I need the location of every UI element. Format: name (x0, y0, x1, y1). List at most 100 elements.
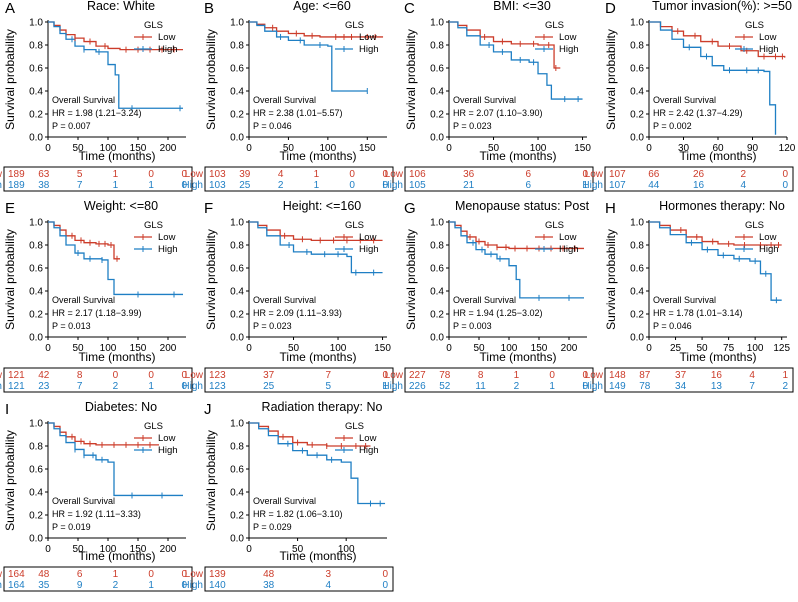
x-tick-label: 50 (288, 343, 300, 354)
risk-high-count: 25 (263, 381, 275, 392)
y-tick-label: 0.0 (430, 133, 444, 144)
risk-low-count: 0 (582, 169, 588, 180)
risk-low-count: 0 (782, 169, 788, 180)
x-axis-label: Time (months) (79, 549, 156, 563)
x-tick-label: 50 (72, 343, 84, 354)
km-panel-d: D Tumor invasion(%): >=50 Survival probabi… (582, 0, 796, 192)
panel-letter: E (5, 200, 15, 217)
x-tick-label: 30 (678, 143, 690, 154)
risk-high-count: 0 (582, 381, 588, 392)
risk-high-count: 1 (549, 381, 555, 392)
y-tick-label: 0.2 (29, 110, 43, 121)
risk-table-box (3, 566, 193, 592)
y-tick-label: 0.4 (630, 287, 644, 298)
risk-high-count: 6 (526, 180, 532, 191)
panel-letter: A (5, 0, 15, 17)
x-axis-label: Time (months) (280, 149, 357, 163)
legend-low-label: Low (158, 32, 176, 43)
risk-high-count: 9 (77, 580, 83, 591)
y-axis-label: Survival probability (3, 430, 17, 531)
high-survival-curve (249, 221, 383, 274)
risk-high-count: 16 (693, 180, 705, 191)
x-tick-label: 75 (723, 343, 735, 354)
risk-table-box (204, 566, 394, 592)
legend-high-label: High (359, 445, 379, 456)
x-tick-label: 100 (320, 143, 337, 154)
risk-table-box (3, 367, 193, 393)
y-tick-label: 0.4 (29, 87, 43, 98)
y-tick-label: 0.8 (29, 41, 43, 52)
x-tick-label: 0 (45, 343, 51, 354)
risk-low-count: 0 (349, 169, 355, 180)
y-tick-label: 0.0 (230, 333, 244, 344)
x-tick-label: 0 (646, 343, 652, 354)
legend-low-label: Low (359, 32, 377, 43)
risk-low-count: 106 (409, 169, 426, 180)
y-tick-label: 0.6 (430, 64, 444, 75)
panel-letter: D (605, 0, 616, 17)
x-tick-label: 100 (100, 343, 117, 354)
y-tick-label: 0.8 (29, 241, 43, 252)
risk-high-count: 164 (8, 580, 25, 591)
risk-low-count: 2 (740, 169, 746, 180)
low-survival-curve (48, 21, 183, 51)
risk-low-count: 1 (113, 169, 119, 180)
x-axis-label: Time (months) (480, 149, 557, 163)
y-axis-label: Survival probability (204, 29, 218, 130)
low-survival-curve (48, 422, 159, 446)
risk-high-count: 123 (209, 381, 226, 392)
risk-low-count: 37 (675, 370, 687, 381)
risk-row-label-low: Low (585, 370, 604, 381)
x-tick-label: 100 (100, 544, 117, 555)
y-axis-label: Survival probability (3, 29, 17, 130)
y-tick-label: 1.0 (630, 218, 644, 229)
x-tick-label: 0 (45, 544, 51, 555)
y-tick-label: 0.2 (29, 310, 43, 321)
overall-survival-label: Overall Survival (653, 95, 716, 105)
legend-title: GLS (345, 20, 364, 31)
y-tick-label: 0.0 (630, 333, 644, 344)
x-tick-label: 200 (160, 143, 177, 154)
risk-low-count: 87 (639, 370, 651, 381)
y-tick-label: 0.0 (29, 333, 43, 344)
y-tick-label: 0.2 (230, 110, 244, 121)
risk-low-count: 0 (181, 370, 187, 381)
risk-high-count: 38 (263, 580, 275, 591)
legend-title: GLS (144, 220, 163, 231)
risk-low-count: 0 (113, 370, 119, 381)
risk-row-label-low: Low (585, 169, 604, 180)
y-tick-label: 0.2 (430, 310, 444, 321)
legend-low-label: Low (559, 232, 577, 243)
legend-title: GLS (144, 20, 163, 31)
risk-low-count: 0 (382, 169, 388, 180)
hazard-ratio: HR = 2.09 (1.11−3.93) (253, 308, 342, 318)
risk-high-count: 44 (648, 180, 660, 191)
p-value: P = 0.013 (52, 321, 91, 331)
risk-row-label-high: High (182, 381, 203, 392)
panel-letter: G (404, 200, 416, 217)
p-value: P = 0.046 (253, 121, 292, 131)
risk-row-label-high: High (182, 180, 203, 191)
legend-title: GLS (545, 220, 564, 231)
risk-row-label-low: Low (0, 569, 3, 580)
risk-low-count: 139 (209, 569, 226, 580)
x-tick-label: 90 (747, 143, 759, 154)
risk-high-count: 7 (77, 180, 83, 191)
y-tick-label: 1.0 (230, 18, 244, 29)
y-tick-label: 0.2 (430, 110, 444, 121)
risk-high-count: 1 (314, 180, 320, 191)
x-tick-label: 50 (697, 343, 709, 354)
x-tick-label: 0 (446, 143, 452, 154)
panel-title: Hormones therapy: No (659, 199, 785, 213)
risk-table-box (604, 166, 794, 192)
risk-low-count: 123 (209, 370, 226, 381)
y-axis-label: Survival probability (604, 29, 618, 130)
risk-low-count: 78 (439, 370, 451, 381)
y-axis-label: Survival probability (3, 229, 17, 330)
y-tick-label: 0.6 (29, 465, 43, 476)
risk-table-box (204, 367, 394, 393)
y-tick-label: 0.4 (230, 87, 244, 98)
risk-low-count: 6 (526, 169, 532, 180)
y-tick-label: 0.8 (430, 241, 444, 252)
risk-low-count: 1 (314, 169, 320, 180)
